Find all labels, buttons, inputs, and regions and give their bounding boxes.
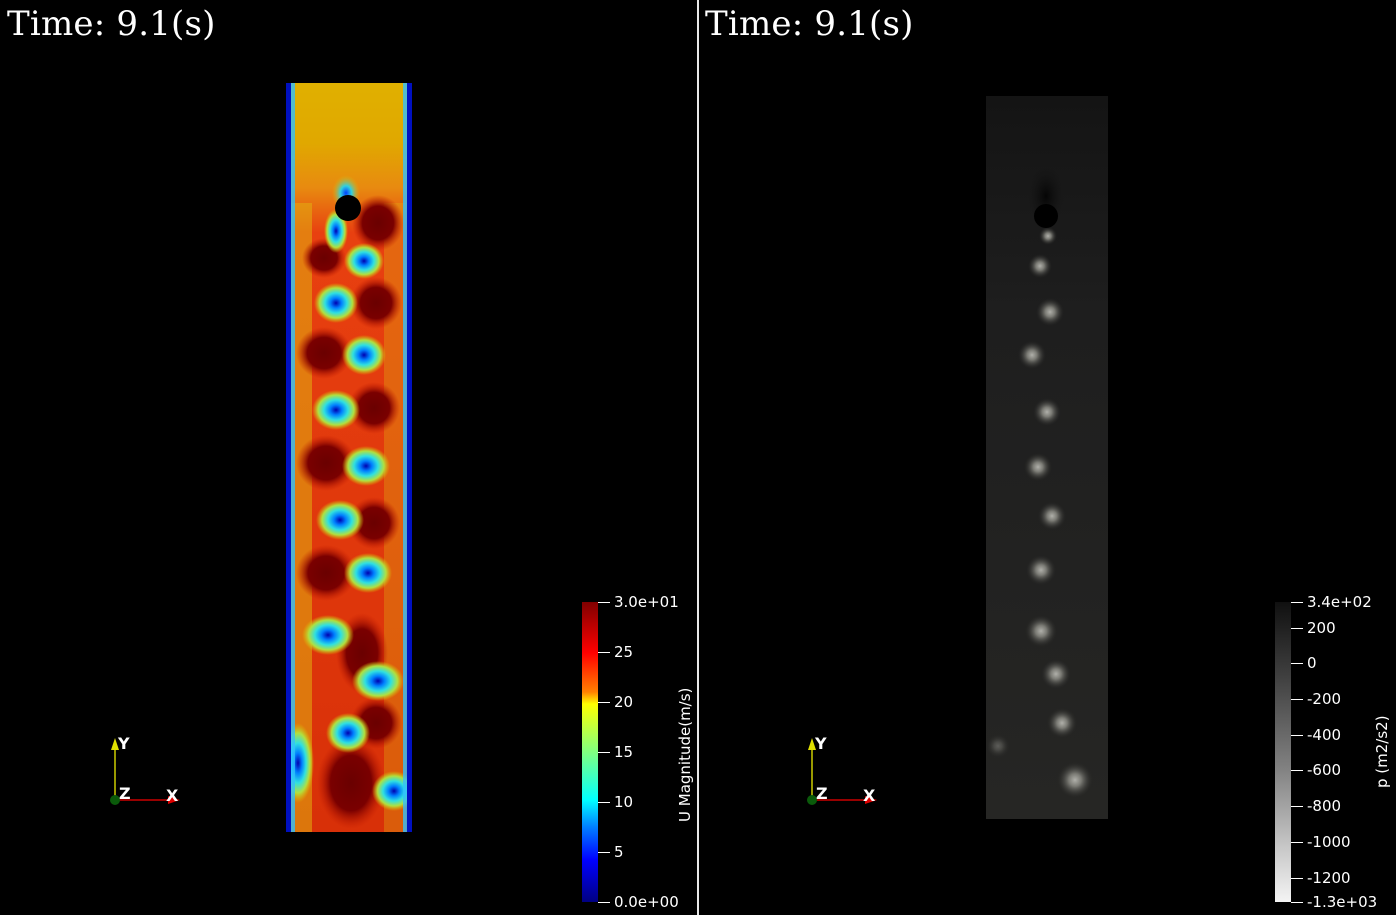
- pressure-field-plot[interactable]: [986, 96, 1108, 819]
- pressure-colorbar-title: p (m2/s2): [1373, 715, 1391, 788]
- x-axis-label: X: [863, 786, 876, 805]
- x-axis-arrow-icon: [865, 796, 877, 804]
- y-axis-arrow-icon: [111, 738, 119, 750]
- z-axis-dot-icon: [807, 795, 817, 805]
- z-axis-dot-icon: [110, 795, 120, 805]
- y-axis-label: Y: [118, 734, 130, 753]
- y-axis-label: Y: [815, 734, 827, 753]
- y-axis-arrow-icon: [808, 738, 816, 750]
- time-annotation: Time: 9.1(s): [7, 4, 216, 44]
- z-axis-label: Z: [119, 784, 131, 803]
- velocity-colorbar-title: U Magnitude(m/s): [676, 687, 694, 822]
- velocity-colorbar-gradient: [582, 602, 598, 902]
- render-view-pressure[interactable]: Time: 9.1(s): [699, 0, 1396, 915]
- velocity-colorbar: 3.0e+01 25 20 15 10 5 0.0e+00: [582, 593, 692, 911]
- x-axis-label: X: [166, 786, 179, 805]
- z-axis-label: Z: [816, 784, 828, 803]
- view-splitter[interactable]: [697, 0, 699, 915]
- x-axis-arrow-icon: [168, 796, 180, 804]
- orientation-axes: Y X Z: [798, 732, 888, 812]
- time-annotation: Time: 9.1(s): [705, 4, 914, 44]
- render-view-velocity[interactable]: Time: 9.1(s): [0, 0, 697, 915]
- velocity-field-plot[interactable]: [286, 83, 412, 832]
- pressure-colorbar: 3.4e+02 200 0 -200 -400 -600 -800 -1000 …: [1275, 593, 1395, 911]
- pressure-colorbar-gradient: [1275, 602, 1291, 902]
- orientation-axes: Y X Z: [100, 732, 190, 812]
